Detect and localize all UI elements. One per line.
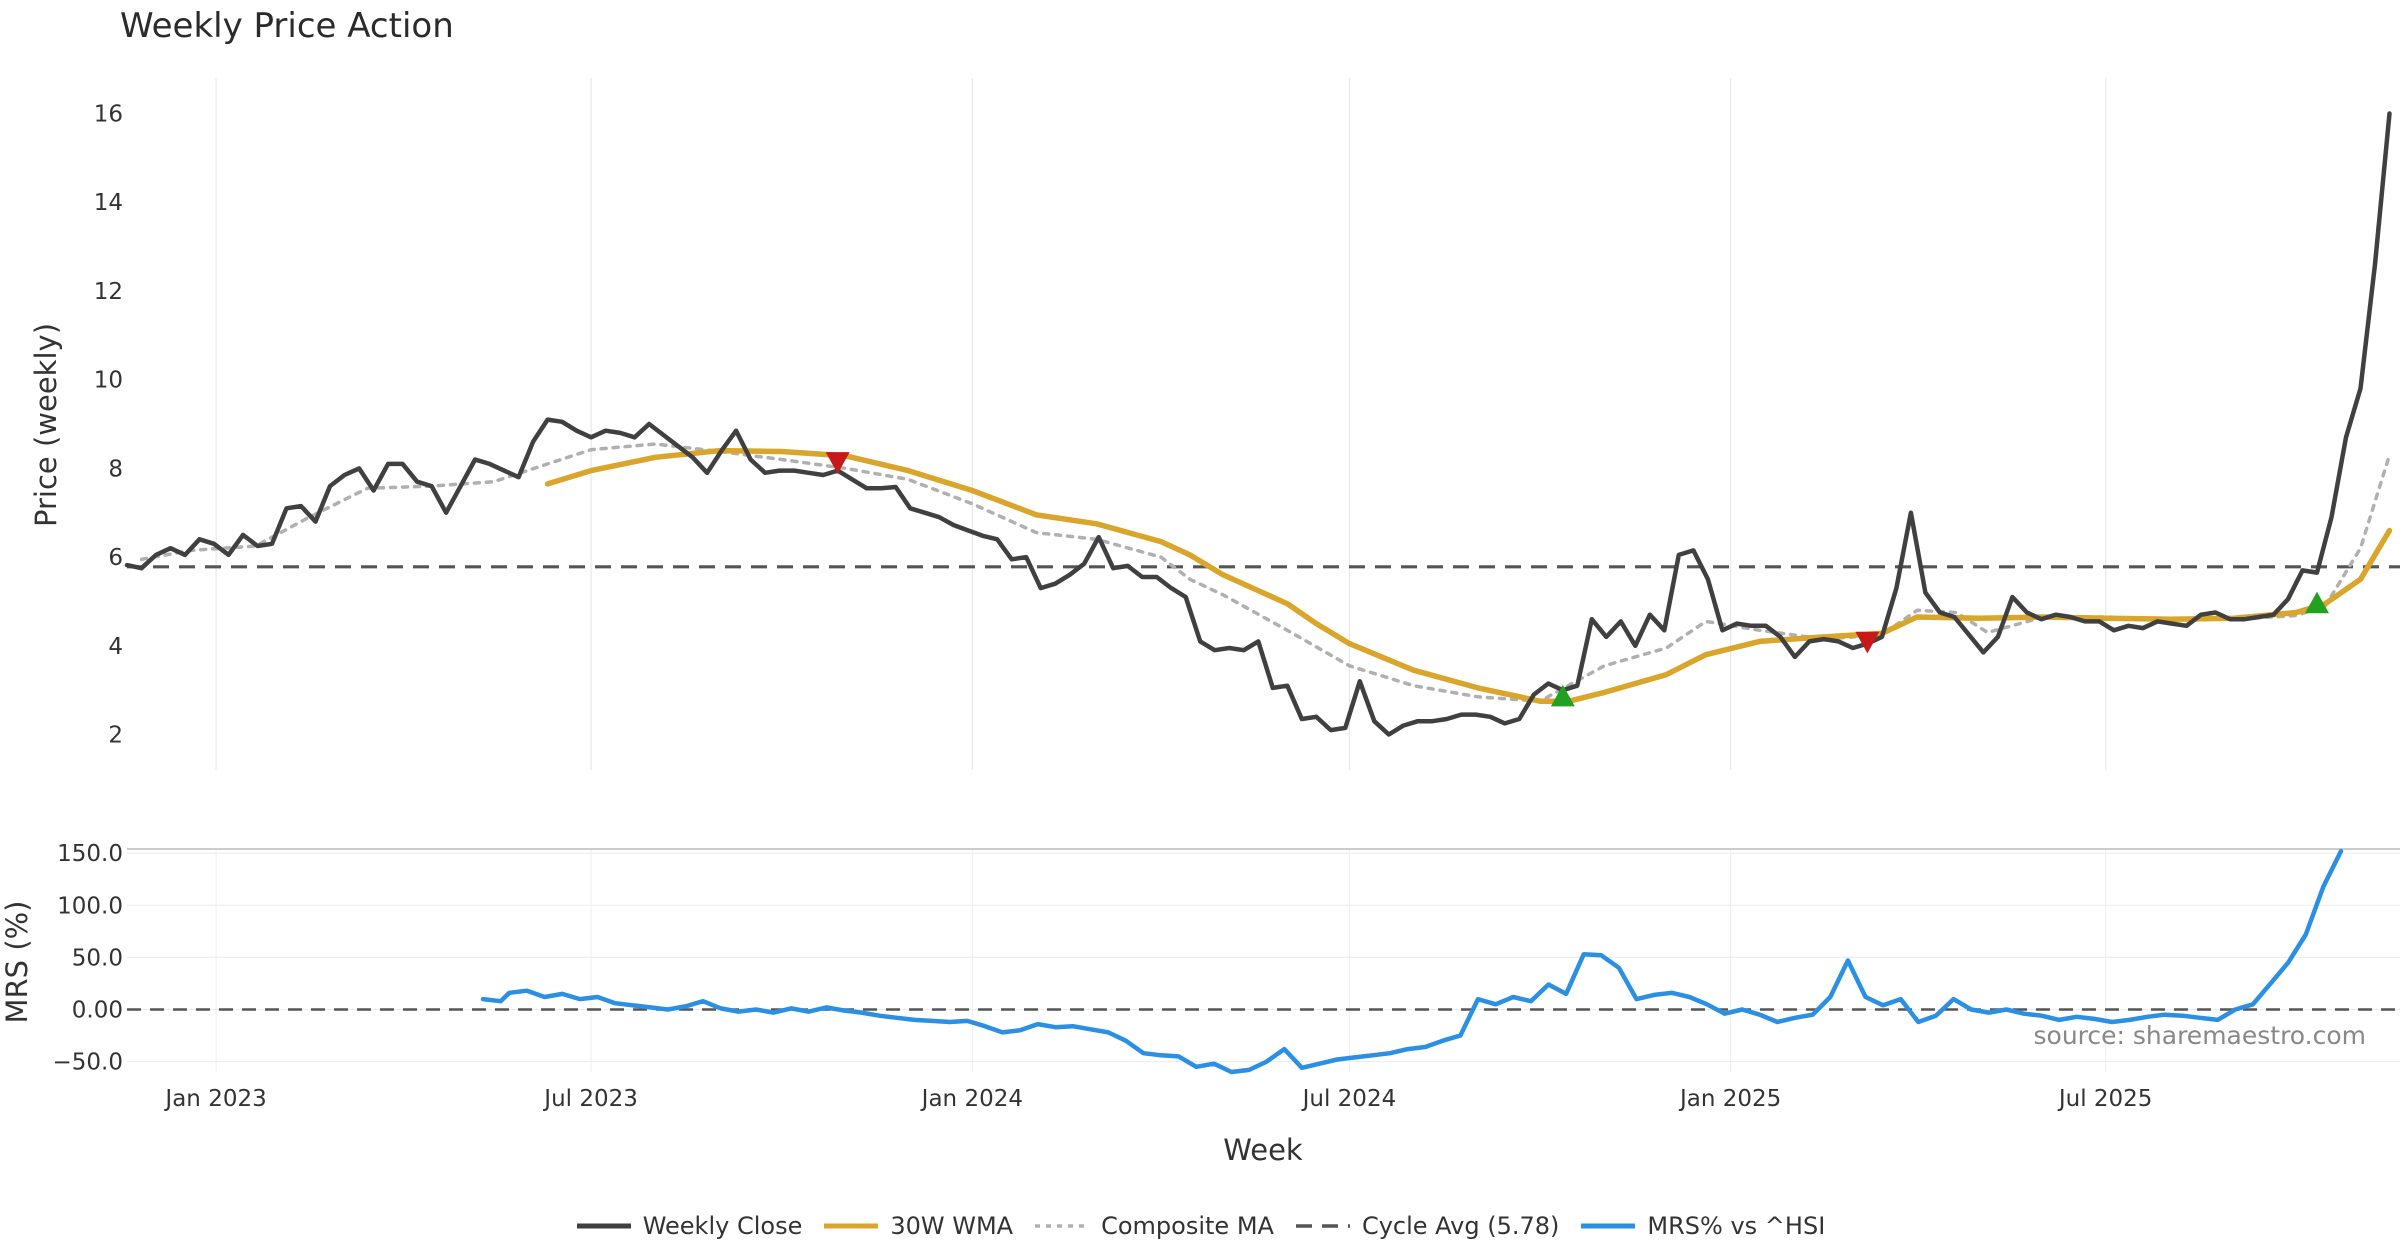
buy-signal-marker (1550, 684, 1575, 707)
legend-item-composite: Composite MA (1033, 1212, 1274, 1240)
x-tick-label: Jan 2024 (920, 1086, 1023, 1112)
x-ticks: Jan 2023 Jul 2023 Jan 2024 Jul 2024 Jan 2025… (163, 1086, 2152, 1112)
mrs-y-tick-label: −50.0 (53, 1050, 123, 1076)
y-tick-label: 12 (94, 279, 123, 305)
mrs-y-tick-label: 0.00 (72, 997, 123, 1023)
legend-item-wma: 30W WMA (822, 1212, 1013, 1240)
legend: Weekly Close 30W WMA Composite MA Cycle Avg… (0, 1212, 2400, 1240)
x-tick-label: Jul 2023 (542, 1086, 638, 1112)
sell-signal-marker (1855, 631, 1880, 654)
legend-label: Cycle Avg (5.78) (1361, 1212, 1560, 1240)
close-series-line (124, 111, 2392, 737)
y-tick-label: 2 (108, 723, 123, 749)
mrs-series (480, 848, 2344, 1075)
mrs-y-tick-label: 150.0 (57, 841, 123, 867)
y-tick-label: 4 (108, 634, 123, 660)
mrs-y-tick-label: 50.0 (72, 945, 123, 971)
mrs-panel: 150.0 100.0 50.0 0.00 −50.0 (53, 841, 2400, 1076)
legend-swatch-composite (1035, 1224, 1090, 1228)
source-note: source: sharemaestro.com (2034, 1021, 2367, 1050)
signal-markers (825, 452, 2329, 707)
x-tick-label: Jan 2025 (1678, 1086, 1781, 1112)
legend-label: MRS% vs ^HSI (1647, 1212, 1826, 1240)
y-tick-label: 10 (94, 368, 123, 394)
x-axis-label: Week (1223, 1133, 1303, 1167)
legend-item-mrs: MRS% vs ^HSI (1579, 1212, 1825, 1240)
wma-series-line (544, 447, 2393, 704)
x-tick-label: Jul 2025 (2057, 1086, 2153, 1112)
legend-swatch-wma (824, 1223, 879, 1229)
x-tick-label: Jan 2023 (163, 1086, 266, 1112)
y-tick-label: 8 (108, 456, 123, 482)
legend-item-close: Weekly Close (575, 1212, 803, 1240)
legend-label: 30W WMA (890, 1212, 1014, 1240)
main-series (124, 111, 2393, 737)
legend-swatch-mrs (1581, 1223, 1636, 1229)
buy-signal-marker (2304, 591, 2329, 614)
main-y-ticks: 2 4 6 8 10 12 14 16 (94, 101, 123, 748)
y-tick-label: 6 (108, 545, 123, 571)
y-tick-label: 14 (94, 190, 123, 216)
legend-label: Composite MA (1101, 1212, 1274, 1240)
mrs-series-line (480, 848, 2344, 1075)
mrs-axis-label: MRS (%) (0, 901, 34, 1024)
y-tick-label: 16 (94, 101, 123, 127)
price-axis-label: Price (weekly) (29, 323, 63, 527)
legend-swatch-cycle (1295, 1224, 1350, 1228)
legend-swatch-close (576, 1223, 631, 1229)
mrs-y-tick-label: 100.0 (57, 893, 123, 919)
x-tick-label: Jul 2024 (1301, 1086, 1397, 1112)
main-grid (215, 78, 2107, 1072)
legend-label: Weekly Close (642, 1212, 803, 1240)
chart-title: Weekly Price Action (120, 6, 454, 46)
sell-signal-marker (825, 452, 850, 474)
legend-item-cycle: Cycle Avg (5.78) (1294, 1212, 1559, 1240)
